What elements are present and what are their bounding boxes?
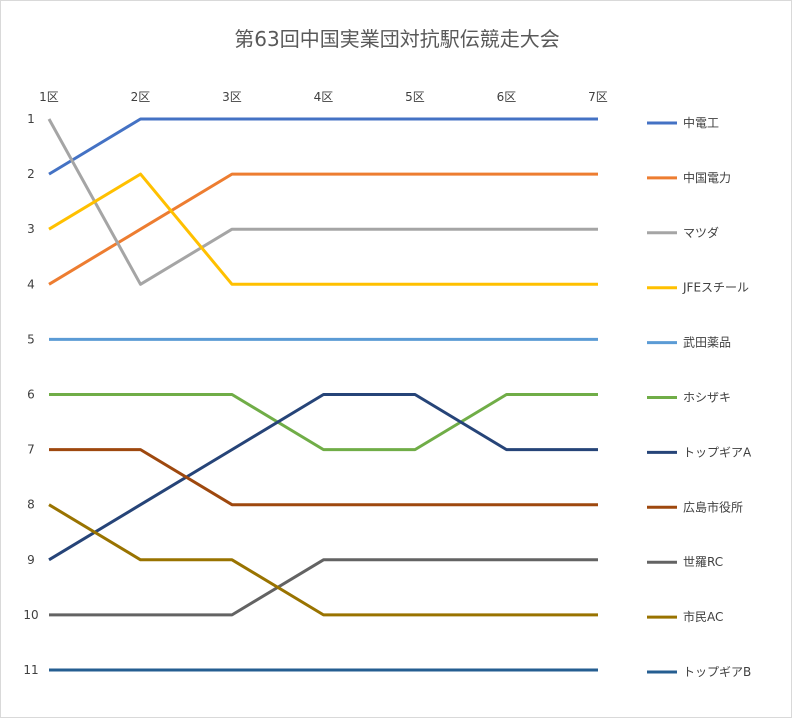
y-tick-label: 3 — [27, 222, 35, 236]
legend-label: 中国電力 — [683, 170, 731, 185]
legend-label: 市民AC — [683, 609, 723, 624]
x-tick-label: 2区 — [131, 90, 151, 104]
legend-label: トップギアB — [683, 665, 751, 679]
series-line — [48, 172, 598, 286]
series-line — [47, 118, 598, 286]
x-tick-label: 3区 — [222, 90, 242, 104]
series-line — [48, 503, 598, 617]
x-tick-label: 6区 — [497, 90, 517, 104]
y-tick-label: 5 — [27, 332, 35, 346]
series-line — [48, 172, 598, 286]
x-tick-label: 5区 — [405, 90, 425, 104]
series-line — [48, 393, 598, 562]
y-tick-label: 10 — [23, 608, 38, 622]
x-tick-label: 7区 — [588, 90, 608, 104]
legend-label: ホシザキ — [683, 391, 731, 405]
chart-title: 第63回中国実業団対抗駅伝競走大会 — [234, 27, 559, 51]
y-tick-label: 1 — [27, 112, 35, 126]
series-line — [48, 117, 598, 176]
y-tick-label: 4 — [27, 277, 35, 291]
series-line — [49, 393, 598, 452]
legend-label: 世羅RC — [683, 555, 723, 569]
x-tick-label: 4区 — [314, 90, 334, 104]
x-tick-label: 1区 — [39, 90, 59, 104]
legend-label: マツダ — [683, 225, 719, 240]
y-tick-label: 9 — [27, 553, 35, 567]
x-axis-ticks: 1区 2区 3区 4区 5区 6区 7区 — [39, 90, 608, 104]
series-line — [49, 558, 598, 617]
y-tick-label: 2 — [27, 167, 35, 181]
legend-label: JFEスチール — [682, 281, 749, 295]
y-axis-ticks: 1 2 3 4 5 6 7 8 9 10 11 — [23, 112, 38, 677]
y-tick-label: 8 — [27, 498, 35, 512]
legend-label: 中電工 — [683, 115, 719, 130]
legend-label: 武田薬品 — [683, 336, 731, 350]
y-tick-label: 6 — [27, 388, 35, 402]
series-line — [49, 448, 598, 507]
legend-label: 広島市役所 — [683, 499, 743, 514]
series-lines — [47, 117, 598, 672]
legend-label: トップギアA — [683, 445, 752, 459]
y-tick-label: 7 — [27, 443, 35, 457]
y-tick-label: 11 — [23, 663, 38, 677]
